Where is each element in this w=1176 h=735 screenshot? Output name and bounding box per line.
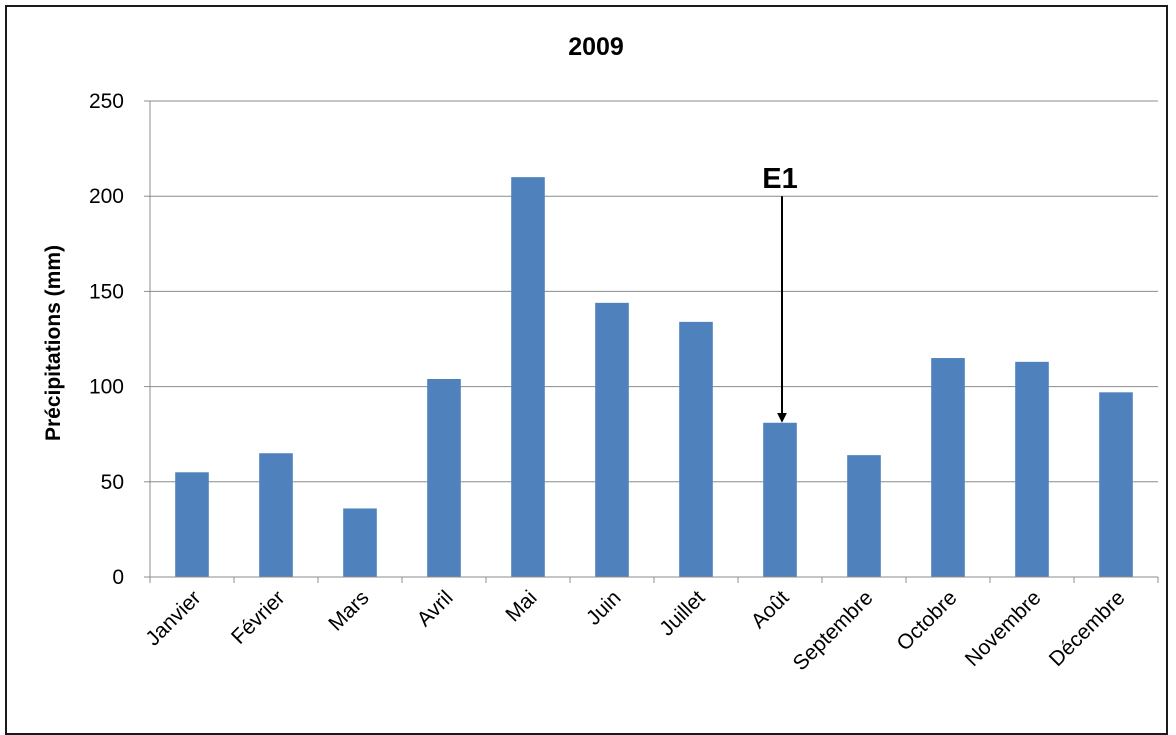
y-tick-label: 200: [89, 185, 124, 208]
chart-title: 2009: [568, 33, 624, 61]
bar-2: [343, 508, 377, 577]
bar-5: [595, 302, 629, 577]
x-tick-label: Novembre: [961, 586, 1046, 671]
x-tick-label: Mai: [501, 586, 541, 626]
x-tick-label: Octobre: [892, 586, 961, 655]
bar-3: [427, 378, 461, 577]
bar-1: [259, 453, 293, 577]
x-tick-label: Février: [227, 586, 289, 648]
x-tick-label: Janvier: [141, 586, 205, 650]
x-tick-label: Juin: [582, 586, 626, 630]
y-axis-ticks: 0 50 100 150 200 250: [89, 90, 150, 589]
x-tick-label: Mars: [324, 586, 373, 635]
annotations: E1: [762, 163, 798, 423]
chart-frame: [5, 5, 1168, 735]
y-tick-label: 150: [89, 280, 124, 303]
x-tick-label: Juillet: [655, 586, 709, 640]
bar-4: [511, 177, 545, 577]
x-axis-ticks: Janvier Février Mars Avril Mai Juin Juillet Aoû…: [141, 586, 1129, 675]
x-tick-label: Septembre: [789, 586, 878, 675]
annotation-label: E1: [762, 163, 797, 195]
bar-0: [175, 472, 209, 577]
x-tick-label: Décembre: [1045, 586, 1130, 671]
x-tick-label: Avril: [413, 586, 458, 631]
y-tick-label: 50: [101, 471, 124, 494]
y-tick-label: 0: [112, 566, 124, 589]
axes: [149, 101, 1159, 583]
y-tick-label: 250: [89, 90, 124, 113]
bar-10: [1015, 361, 1049, 577]
bar-6: [679, 321, 713, 577]
bars: [175, 177, 1133, 577]
x-tick-label: Août: [747, 586, 794, 633]
gridlines: [150, 100, 1158, 483]
y-axis-label: Précipitations (mm): [42, 245, 65, 441]
bar-9: [931, 358, 965, 577]
bar-7: [763, 422, 797, 577]
y-tick-label: 100: [89, 376, 124, 399]
bar-11: [1099, 392, 1133, 577]
bar-8: [847, 455, 881, 577]
